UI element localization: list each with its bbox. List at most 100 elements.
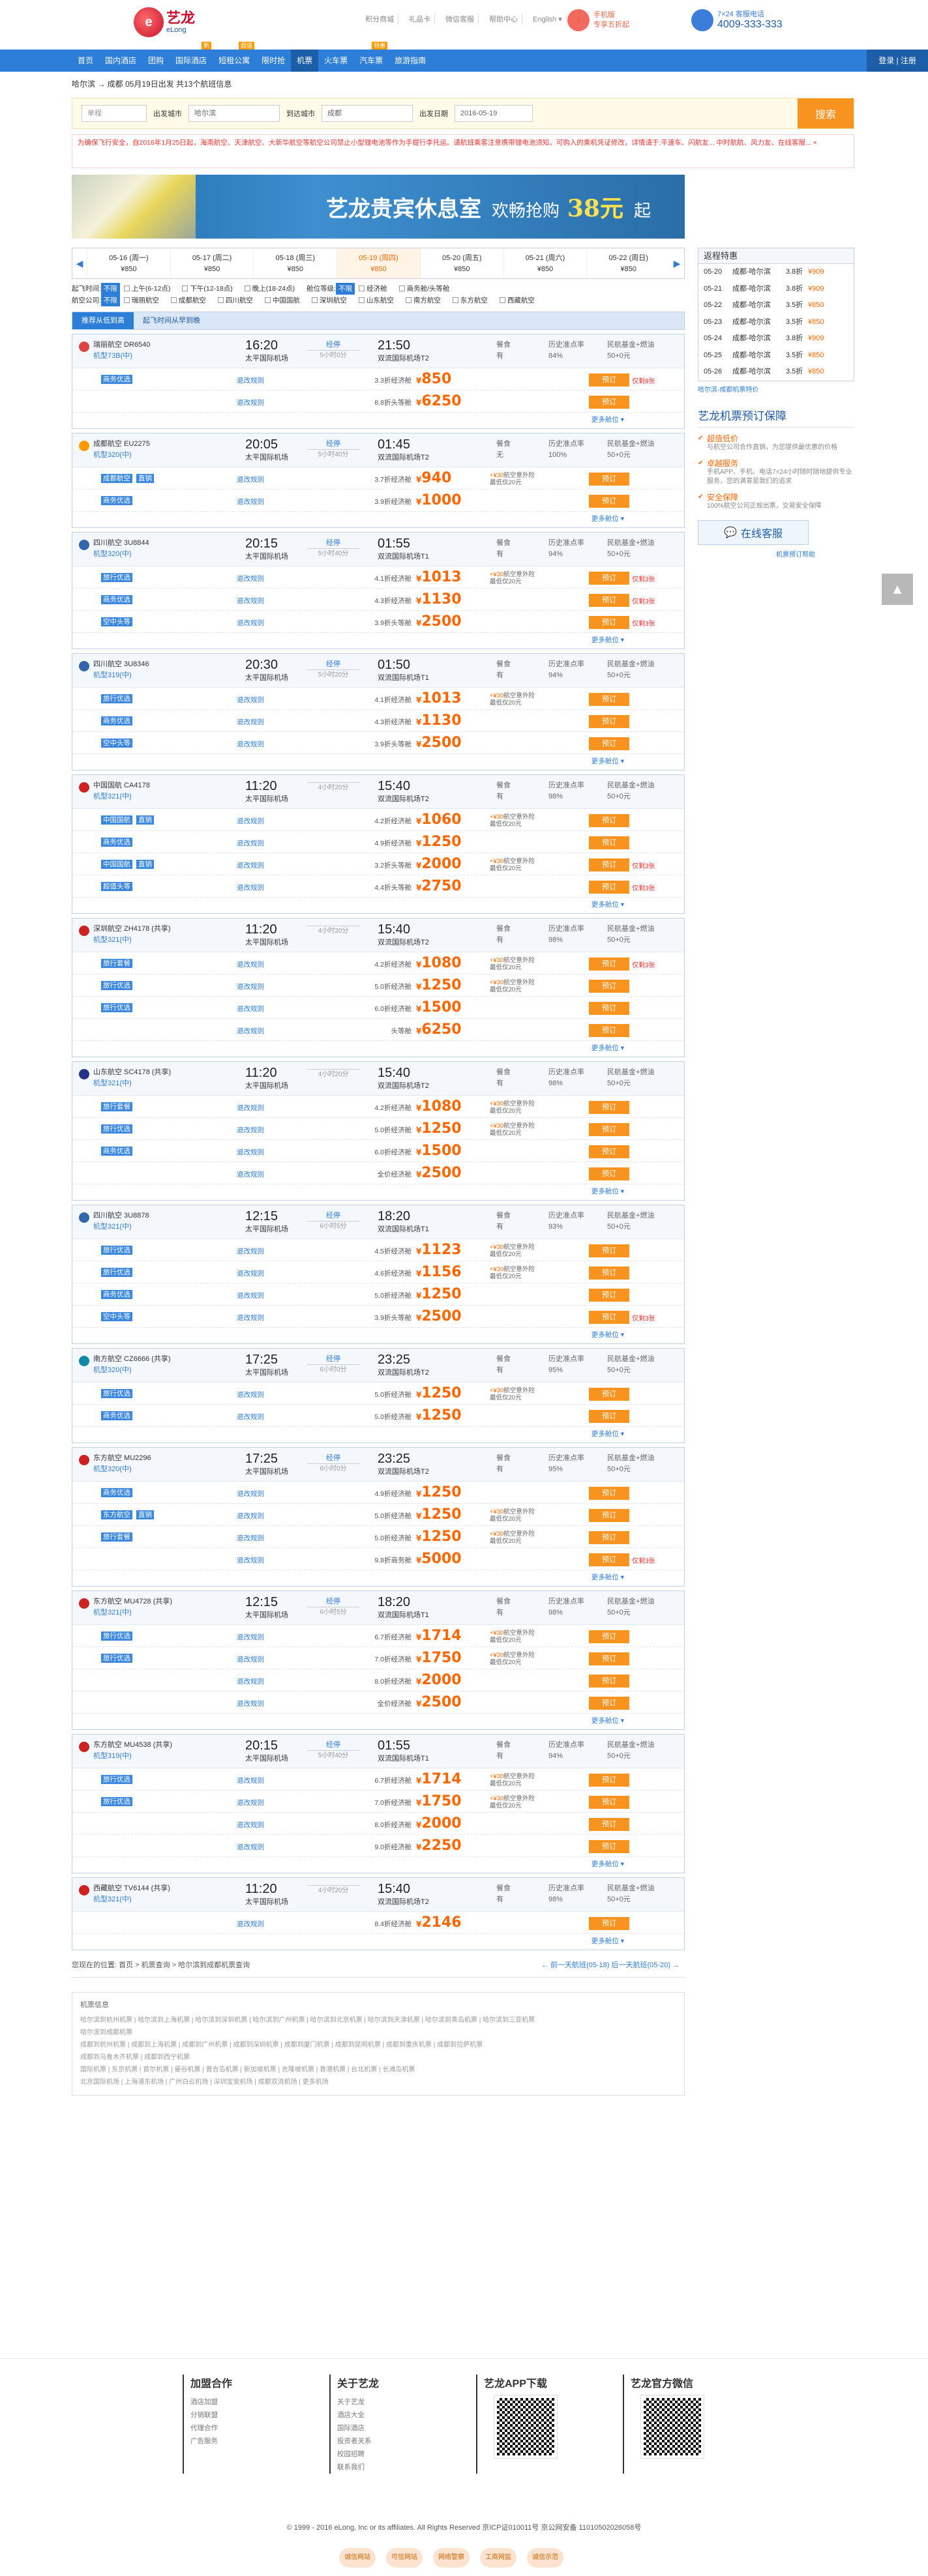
checkbox[interactable]	[311, 297, 318, 303]
book-button[interactable]: 预订	[589, 594, 629, 607]
book-button[interactable]: 预订	[589, 1531, 629, 1544]
nav-item[interactable]: 国内酒店	[99, 50, 142, 72]
top-link[interactable]: 积分商城	[361, 14, 399, 24]
refund-rules-link[interactable]: 退改规则	[237, 575, 264, 583]
more-cabins-link[interactable]: 更多舱位 ▾	[591, 1573, 624, 1581]
footer-link[interactable]: 酒店加盟	[190, 2398, 218, 2406]
book-button[interactable]: 预订	[589, 1024, 629, 1037]
footer-link[interactable]: 联系我们	[337, 2463, 365, 2471]
filter-option[interactable]: 经济舱	[359, 285, 387, 293]
refund-rules-link[interactable]: 退改规则	[237, 377, 264, 385]
book-button[interactable]: 预订	[589, 473, 629, 486]
book-button[interactable]: 预订	[589, 1101, 629, 1114]
refund-rules-link[interactable]: 退改规则	[237, 498, 264, 506]
refund-rules-link[interactable]: 退改规则	[237, 1391, 264, 1399]
book-button[interactable]: 预订	[589, 1818, 629, 1831]
book-button[interactable]: 预订	[589, 715, 629, 728]
refund-rules-link[interactable]: 退改规则	[237, 1292, 264, 1300]
top-link[interactable]: 礼品卡	[405, 14, 436, 24]
refund-rules-link[interactable]: 退改规则	[237, 476, 264, 484]
checkbox[interactable]	[359, 285, 365, 291]
airline-flight[interactable]: 深圳航空 ZH4178 (共享)	[93, 925, 171, 933]
filter-option[interactable]: 晚上(18-24点)	[244, 285, 295, 293]
footer-link[interactable]: 酒店大全	[337, 2411, 365, 2419]
day-nav[interactable]: ← 前一天航班(05-18) 后一天航班(05-20) →	[541, 1961, 680, 1969]
sort-option[interactable]: 起飞时间从早到晚	[143, 317, 200, 325]
book-button[interactable]: 预订	[589, 1917, 629, 1930]
more-cabins-link[interactable]: 更多舱位 ▾	[591, 901, 624, 909]
refund-rules-link[interactable]: 退改规则	[237, 1799, 264, 1807]
insurance-offer[interactable]: +¥30航空意外险 最低仅20元	[490, 1795, 535, 1809]
refund-rules-link[interactable]: 退改规则	[237, 1821, 264, 1829]
filter-option[interactable]: 深圳航空	[311, 297, 347, 304]
book-button[interactable]: 预订	[589, 737, 629, 750]
book-button[interactable]: 预订	[589, 1840, 629, 1853]
date-cell[interactable]: 05-20 (周五) ¥850	[419, 248, 503, 278]
trust-badge[interactable]: 网络警察	[433, 2548, 470, 2568]
refund-rules-link[interactable]: 退改规则	[237, 1534, 264, 1542]
book-button[interactable]: 预订	[589, 693, 629, 706]
airline-flight[interactable]: 东方航空 MU4538 (共享)	[93, 1741, 173, 1749]
stopover-link[interactable]: 经停	[326, 1454, 340, 1462]
link-line[interactable]: 成都到乌鲁木齐机票 | 成都到西宁机票	[80, 2054, 190, 2061]
stopover-link[interactable]: 经停	[326, 539, 340, 547]
footer-link[interactable]: 代理合作	[190, 2424, 218, 2432]
prev-arrow-icon[interactable]: ◀	[76, 257, 83, 269]
aircraft-type[interactable]: 机型321(中)	[93, 1609, 132, 1617]
stopover-link[interactable]: 经停	[326, 1355, 340, 1363]
qr-code-icon[interactable]	[640, 2395, 704, 2459]
nav-item[interactable]: 短租公寓 超值	[213, 42, 256, 72]
date-input[interactable]: 2016-05-19	[455, 105, 533, 122]
back-to-top-icon[interactable]: ▲	[882, 574, 913, 605]
insurance-offer[interactable]: +¥30航空意外险 最低仅20元	[490, 571, 535, 585]
filter-option[interactable]: 商务舱/头等舱	[398, 285, 450, 293]
location-crumb[interactable]: 您现在的位置: 首页 > 机票查询 > 哈尔滨到成都机票查询	[72, 1961, 250, 1969]
aircraft-type[interactable]: 机型320(中)	[93, 550, 132, 558]
more-cabins-link[interactable]: 更多舱位 ▾	[591, 1188, 624, 1195]
filter-option[interactable]: 山东航空	[358, 297, 394, 304]
book-button[interactable]: 预订	[589, 1388, 629, 1401]
filter-option[interactable]: 南方航空	[405, 297, 441, 304]
nav-item[interactable]: 机票	[291, 50, 319, 72]
aircraft-type[interactable]: 机型321(中)	[93, 936, 132, 944]
refund-rules-link[interactable]: 退改规则	[237, 1413, 264, 1421]
nav-item[interactable]: 旅游指南	[389, 50, 432, 72]
insurance-offer[interactable]: +¥30航空意外险 最低仅20元	[490, 1387, 535, 1401]
checkbox[interactable]	[358, 297, 365, 303]
return-deal-row[interactable]: 05-21 成都-哈尔滨 3.8折 ¥909	[698, 281, 854, 298]
checkbox[interactable]	[123, 285, 130, 291]
footer-link[interactable]: 广告服务	[190, 2437, 218, 2445]
refund-rules-link[interactable]: 退改规则	[237, 1678, 264, 1686]
aircraft-type[interactable]: 机型321(中)	[93, 793, 132, 800]
trust-badge[interactable]: 诚信网站	[339, 2548, 376, 2568]
book-button[interactable]: 预订	[589, 1553, 629, 1566]
insurance-offer[interactable]: +¥30航空意外险 最低仅20元	[490, 472, 535, 486]
to-city-input[interactable]: 成都	[322, 105, 413, 122]
checkbox[interactable]	[264, 297, 271, 303]
insurance-offer[interactable]: +¥30航空意外险 最低仅20元	[490, 1508, 535, 1523]
footer-link[interactable]: 校园招聘	[337, 2450, 365, 2458]
trust-badge[interactable]: 可信网站	[386, 2548, 423, 2568]
book-button[interactable]: 预订	[589, 616, 629, 629]
return-deal-row[interactable]: 05-25 成都-哈尔滨 3.5折 ¥850	[698, 347, 854, 364]
airline-flight[interactable]: 中国国航 CA4178	[93, 782, 150, 789]
airline-flight[interactable]: 四川航空 3U8878	[93, 1212, 149, 1220]
refund-rules-link[interactable]: 退改规则	[237, 718, 264, 726]
filter-all[interactable]: 不限	[100, 283, 120, 295]
from-city-input[interactable]: 哈尔滨	[188, 105, 280, 122]
checkbox[interactable]	[499, 297, 505, 303]
checkbox[interactable]	[182, 285, 188, 291]
footer-link[interactable]: 分销联盟	[190, 2411, 218, 2419]
elong-logo[interactable]: e 艺龙 eLong	[134, 5, 205, 39]
aircraft-type[interactable]: 机型319(中)	[93, 1752, 132, 1760]
insurance-offer[interactable]: +¥30航空意外险 最低仅20元	[490, 1266, 535, 1280]
refund-rules-link[interactable]: 退改规则	[237, 817, 264, 825]
refund-rules-link[interactable]: 退改规则	[237, 840, 264, 847]
filter-all[interactable]: 不限	[336, 283, 355, 295]
refund-rules-link[interactable]: 退改规则	[237, 399, 264, 407]
online-service-button[interactable]: 💬 在线客服	[698, 520, 809, 545]
aircraft-type[interactable]: 机型319(中)	[93, 671, 132, 679]
refund-rules-link[interactable]: 退改规则	[237, 884, 264, 892]
refund-rules-link[interactable]: 退改规则	[237, 1777, 264, 1785]
top-link[interactable]: 帮助中心	[485, 14, 523, 24]
